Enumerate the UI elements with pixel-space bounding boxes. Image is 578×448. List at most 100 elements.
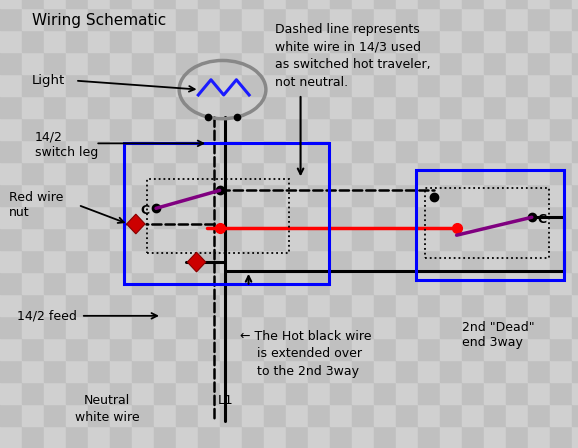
Text: ← The Hot black wire: ← The Hot black wire	[240, 329, 372, 343]
Bar	[572, 404, 578, 426]
Bar	[308, 0, 330, 8]
Bar	[462, 382, 484, 404]
Bar	[44, 96, 66, 118]
Bar	[286, 74, 308, 96]
Bar	[462, 360, 484, 382]
Bar	[330, 426, 352, 448]
Bar	[264, 0, 286, 8]
Bar	[66, 404, 88, 426]
Bar	[528, 272, 550, 294]
Bar	[484, 316, 506, 338]
Bar	[154, 140, 176, 162]
Bar	[572, 360, 578, 382]
Bar	[396, 272, 418, 294]
Bar	[462, 96, 484, 118]
Bar	[264, 228, 286, 250]
Bar	[154, 52, 176, 74]
Bar	[418, 0, 440, 8]
Bar	[352, 0, 374, 8]
Bar	[396, 382, 418, 404]
Bar	[462, 426, 484, 448]
Text: not neutral.: not neutral.	[275, 76, 348, 90]
Bar	[374, 294, 396, 316]
Bar	[220, 8, 242, 30]
Bar	[352, 8, 374, 30]
Bar	[220, 74, 242, 96]
Bar	[44, 118, 66, 140]
Bar	[572, 382, 578, 404]
Bar	[110, 162, 132, 184]
Bar	[506, 96, 528, 118]
Bar	[264, 118, 286, 140]
Bar	[352, 52, 374, 74]
Text: is extended over: is extended over	[257, 347, 362, 361]
Bar	[220, 118, 242, 140]
Bar	[147, 179, 289, 253]
Bar	[88, 0, 110, 8]
Bar	[528, 250, 550, 272]
Bar	[440, 140, 462, 162]
Bar	[176, 30, 198, 52]
Bar	[484, 206, 506, 228]
Bar	[66, 426, 88, 448]
Bar	[462, 184, 484, 206]
Bar	[418, 360, 440, 382]
Bar	[396, 0, 418, 8]
Bar	[66, 272, 88, 294]
Bar	[484, 118, 506, 140]
Bar	[132, 8, 154, 30]
Bar	[330, 250, 352, 272]
Bar	[528, 184, 550, 206]
Bar	[264, 272, 286, 294]
Bar	[264, 96, 286, 118]
Bar	[22, 0, 44, 8]
Bar	[396, 52, 418, 74]
Bar	[124, 143, 329, 284]
Bar	[0, 96, 22, 118]
Bar	[440, 228, 462, 250]
Bar	[440, 0, 462, 8]
Bar	[198, 206, 220, 228]
Bar	[308, 30, 330, 52]
Bar	[44, 426, 66, 448]
Bar	[132, 74, 154, 96]
Bar	[264, 30, 286, 52]
Bar	[22, 96, 44, 118]
Bar	[220, 206, 242, 228]
Bar	[550, 360, 572, 382]
Bar	[154, 74, 176, 96]
Bar	[506, 250, 528, 272]
Bar	[484, 250, 506, 272]
Bar	[110, 206, 132, 228]
Bar	[198, 360, 220, 382]
Bar	[286, 8, 308, 30]
Bar	[88, 52, 110, 74]
Bar	[528, 426, 550, 448]
Text: end 3way: end 3way	[462, 336, 523, 349]
Bar	[286, 118, 308, 140]
Bar	[572, 206, 578, 228]
Bar	[88, 294, 110, 316]
Bar	[22, 162, 44, 184]
Bar	[110, 338, 132, 360]
Bar	[176, 338, 198, 360]
Bar	[330, 404, 352, 426]
Bar	[286, 404, 308, 426]
Bar	[66, 118, 88, 140]
Bar	[66, 96, 88, 118]
Bar	[176, 8, 198, 30]
Bar	[528, 118, 550, 140]
Bar	[550, 272, 572, 294]
Bar	[44, 228, 66, 250]
Bar	[286, 140, 308, 162]
Bar	[462, 8, 484, 30]
Text: switch leg: switch leg	[35, 146, 98, 159]
Bar	[44, 0, 66, 8]
Bar	[506, 30, 528, 52]
Bar	[418, 206, 440, 228]
Bar	[418, 96, 440, 118]
Bar	[528, 360, 550, 382]
Bar	[242, 426, 264, 448]
Bar	[462, 206, 484, 228]
Bar	[110, 52, 132, 74]
